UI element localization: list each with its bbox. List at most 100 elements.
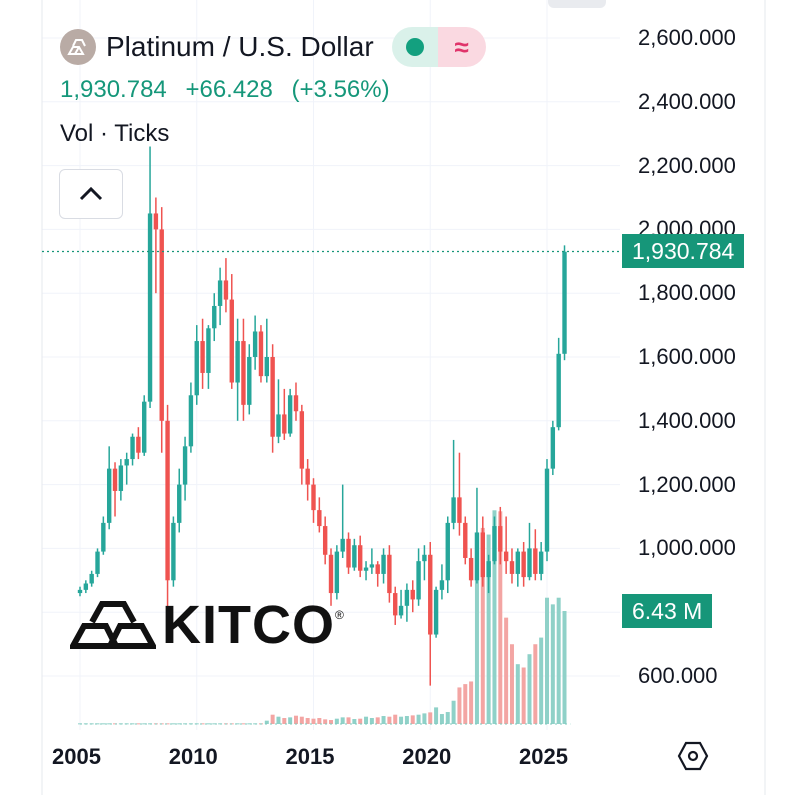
drag-handle[interactable] [548, 0, 606, 8]
volume-bar [445, 712, 450, 724]
volume-bar [439, 714, 444, 724]
market-open-indicator[interactable] [391, 27, 438, 67]
candle-body [171, 522, 176, 581]
candle-body [480, 532, 485, 578]
volume-bar [282, 718, 287, 724]
candle-body [369, 564, 375, 568]
candle-body [282, 414, 287, 434]
candle-body [550, 427, 556, 469]
candle-body [521, 551, 526, 578]
volume-bar [486, 534, 491, 724]
candle-body [293, 395, 299, 412]
candle-body [264, 357, 269, 377]
market-status-pill[interactable]: ≈ [391, 27, 486, 67]
candle-body [165, 420, 170, 581]
candle-body [428, 554, 433, 635]
candle-body [311, 484, 316, 511]
candle-body [410, 589, 415, 600]
volume-bar [264, 720, 269, 724]
volume-bar [165, 723, 170, 725]
volume-bar [212, 723, 217, 725]
volume-bar [527, 654, 532, 724]
candle-body [358, 545, 363, 571]
volume-bar [171, 723, 176, 725]
candle-body [305, 468, 310, 485]
candle-body [136, 436, 141, 453]
collapse-legend-button[interactable] [59, 169, 123, 219]
volume-bar [200, 723, 205, 725]
volume-bar [276, 716, 281, 724]
kitco-watermark: KITCO ® [70, 594, 344, 656]
candle-body [509, 561, 515, 574]
last-price: 1,930.784 [60, 76, 167, 103]
volume-bar [562, 611, 567, 724]
candle-body [503, 551, 509, 562]
volume-bar [247, 723, 252, 725]
candle-body [147, 213, 153, 402]
candle-body [106, 468, 112, 523]
candle-body [212, 305, 217, 329]
chevron-up-icon [79, 186, 103, 201]
volume-indicator-label[interactable]: Vol · Ticks [60, 120, 170, 147]
price-change-percent: (+3.56%) [291, 76, 390, 103]
candle-body [252, 331, 258, 357]
time-axis-tick: 2015 [285, 744, 335, 769]
candle-body [556, 353, 561, 428]
candle-body [398, 605, 404, 616]
volume-bar [241, 723, 246, 725]
volume-bar [142, 723, 147, 725]
last-price-tag: 1,930.784 [622, 234, 745, 269]
volume-bar [556, 597, 561, 724]
candle-body [533, 548, 538, 574]
price-axis-tick: 1,000.000 [638, 535, 736, 561]
price-change: +66.428 [185, 76, 273, 103]
volume-bar [329, 720, 334, 724]
volume-bar [107, 723, 112, 725]
volume-bar [293, 715, 298, 724]
volume-bar [550, 604, 555, 724]
candle-body [363, 567, 369, 571]
approx-wave-icon[interactable]: ≈ [437, 27, 486, 67]
registered-mark: ® [335, 608, 344, 622]
candle-body [83, 583, 89, 590]
volume-bar [399, 716, 404, 724]
candle-body [433, 589, 439, 635]
candle-body [223, 280, 229, 300]
candle-body [276, 414, 281, 437]
candle-body [422, 554, 427, 562]
candle-body [142, 401, 147, 453]
volume-bar [509, 644, 514, 724]
volume-bar [352, 719, 357, 724]
volume-bar [416, 714, 421, 724]
volume-bar [498, 511, 503, 724]
candle-body [486, 561, 491, 578]
price-axis-tick: 2,200.000 [638, 152, 736, 178]
candle-body [328, 554, 334, 594]
candle-body [77, 589, 83, 594]
candle-body [445, 522, 450, 581]
volume-bar [539, 637, 544, 724]
candle-body [188, 395, 194, 447]
candle-body [381, 554, 386, 574]
candle-body [375, 564, 380, 574]
volume-bar [545, 597, 549, 724]
price-axis-tick: 1,200.000 [638, 471, 736, 497]
candle-body [206, 328, 211, 373]
volume-bar [428, 712, 433, 724]
candle-body [457, 497, 462, 523]
volume-bar [270, 714, 275, 724]
volume-bar [521, 667, 526, 724]
chart-settings-button[interactable] [676, 739, 710, 773]
candle-body [270, 357, 275, 437]
candle-body [200, 341, 205, 373]
kitco-logo-text: KITCO [162, 595, 335, 655]
candle-body [241, 341, 246, 405]
hexagon-settings-icon [677, 741, 709, 771]
volume-bar [130, 723, 135, 725]
candle-body [287, 395, 293, 434]
symbol-title[interactable]: Platinum / U.S. Dollar [106, 31, 374, 62]
volume-bar [136, 723, 141, 725]
volume-bar [235, 723, 240, 725]
candle-body [340, 538, 345, 552]
